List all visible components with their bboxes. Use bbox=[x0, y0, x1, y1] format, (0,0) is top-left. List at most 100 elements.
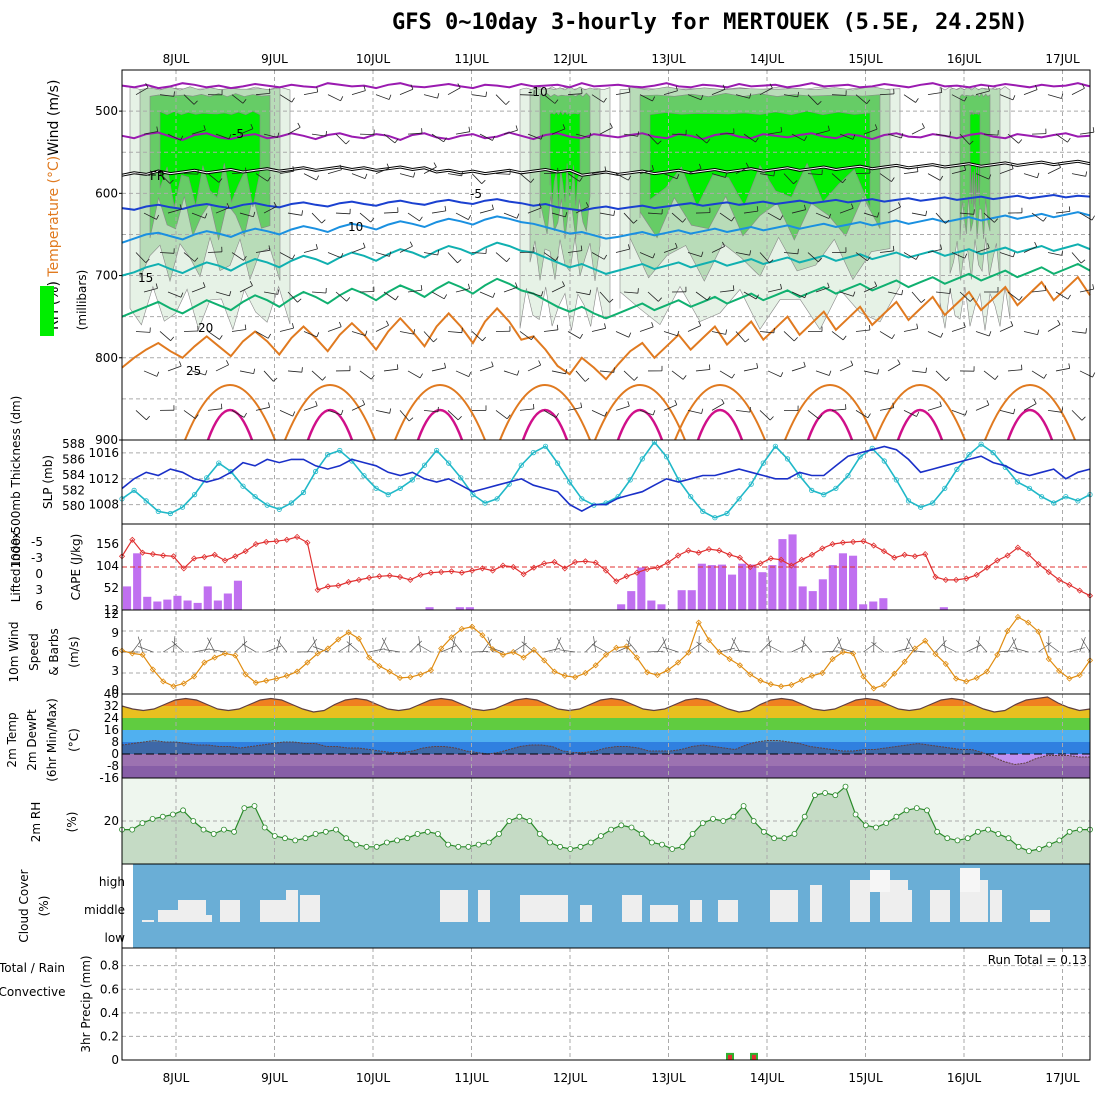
wind-barb-flag bbox=[627, 401, 630, 407]
precip-ylabel-total: Total / Rain bbox=[0, 961, 65, 975]
wind10-barb bbox=[521, 641, 535, 653]
wind-barb-flag bbox=[1092, 284, 1095, 290]
dewpoint-area bbox=[121, 739, 1091, 779]
li-point bbox=[839, 539, 846, 546]
wind-barb bbox=[759, 252, 770, 264]
wind-barb bbox=[999, 410, 1014, 415]
wind10-point bbox=[705, 637, 713, 644]
isotherm-30 bbox=[874, 384, 966, 441]
wind-barb-flag bbox=[589, 132, 592, 138]
wind-barb-flag bbox=[492, 135, 496, 141]
wind-barb-flag bbox=[1012, 95, 1016, 101]
wind-barb-flag bbox=[725, 172, 728, 178]
wind-barb bbox=[335, 291, 347, 302]
wind-barb-flag bbox=[804, 292, 808, 298]
wind-barb bbox=[711, 246, 725, 253]
rh2m-point bbox=[353, 841, 360, 848]
wind-barb bbox=[375, 324, 389, 332]
wind10-tick: 3 bbox=[111, 664, 119, 678]
cloud-block bbox=[300, 895, 320, 922]
wind10-barb bbox=[935, 640, 947, 653]
wind-barb-flag bbox=[675, 242, 678, 248]
wind-barb-flag bbox=[797, 248, 799, 254]
precip-tick: 0.4 bbox=[100, 1006, 119, 1020]
wind10-point bbox=[953, 675, 960, 682]
wind-barb bbox=[663, 173, 678, 180]
thickness-point bbox=[700, 508, 706, 514]
wind-barb-flag bbox=[945, 376, 950, 381]
wind-barb bbox=[327, 94, 341, 102]
wind-barb-flag bbox=[408, 417, 414, 422]
wind-barb bbox=[159, 173, 171, 184]
thickness-point bbox=[736, 496, 742, 502]
wind-barb-flag bbox=[652, 253, 656, 259]
wind-barb-flag bbox=[675, 85, 678, 91]
wind-barb bbox=[879, 407, 894, 411]
wind10-barb bbox=[801, 639, 813, 653]
wind-barb-flag bbox=[676, 330, 680, 336]
wind-barb bbox=[959, 291, 971, 302]
wind-barb-flag bbox=[628, 87, 631, 93]
rh2m-point bbox=[954, 837, 961, 844]
wind-barb-flag bbox=[874, 281, 878, 287]
wind-barb bbox=[567, 331, 581, 339]
wind10-barb bbox=[410, 640, 423, 653]
li-point bbox=[479, 565, 486, 572]
wind-barb-flag bbox=[755, 294, 759, 300]
wind-barb bbox=[599, 291, 610, 303]
thickness-point bbox=[784, 456, 791, 462]
temp-color-band bbox=[122, 718, 1090, 730]
wind-barb bbox=[599, 212, 614, 216]
wind10-point bbox=[438, 645, 445, 652]
rh2m-point bbox=[200, 826, 207, 833]
slp-tick: 1016 bbox=[88, 446, 119, 460]
wind-barb bbox=[359, 370, 372, 380]
wind-barb-flag bbox=[345, 140, 350, 145]
wind-barb bbox=[471, 94, 486, 97]
wind-barb bbox=[519, 173, 531, 183]
wind-barb-flag bbox=[780, 126, 783, 132]
wind-barb bbox=[567, 407, 582, 411]
wind-barb bbox=[191, 370, 206, 376]
wind-barb-flag bbox=[433, 162, 437, 168]
wind-barb bbox=[399, 410, 410, 422]
wind-barb bbox=[279, 327, 294, 332]
wind-barb bbox=[311, 212, 322, 224]
wind-barb-flag bbox=[530, 335, 535, 340]
wind10-point bbox=[541, 657, 548, 664]
wind-barb bbox=[159, 252, 175, 254]
rh2m-point bbox=[251, 803, 258, 809]
wind-barb bbox=[407, 212, 420, 222]
wind-barb bbox=[231, 252, 244, 261]
wind10-point bbox=[1045, 655, 1052, 663]
wind-barb bbox=[1079, 288, 1094, 293]
wind-barb bbox=[623, 212, 634, 224]
wind-barb-flag bbox=[243, 255, 247, 261]
cloud-block bbox=[930, 890, 950, 922]
wind-barb bbox=[711, 89, 726, 96]
wind-barb bbox=[951, 252, 965, 259]
wind-barb-flag bbox=[250, 123, 254, 129]
thickness-tick: 584 bbox=[62, 468, 85, 482]
wind10-barb bbox=[235, 640, 248, 653]
rh2m-point bbox=[659, 841, 665, 848]
wind10-point bbox=[551, 668, 558, 675]
wind-barb-flag bbox=[268, 245, 271, 251]
wind-barb-flag bbox=[628, 175, 632, 181]
wind-barb bbox=[1023, 403, 1037, 411]
wind-barb bbox=[1031, 290, 1046, 293]
precip-ylabel: 3hr Precip (mm) bbox=[79, 955, 93, 1052]
cape-bar bbox=[828, 565, 837, 610]
wind-barb-flag bbox=[940, 244, 942, 250]
wind10-barb bbox=[942, 636, 947, 653]
wind-barb bbox=[671, 133, 687, 136]
wind-barb-flag bbox=[804, 204, 806, 210]
rh2m-point bbox=[985, 826, 991, 833]
wind-barb-flag bbox=[179, 204, 182, 210]
wind-barb-flag bbox=[149, 170, 151, 176]
wind-barb-flag bbox=[538, 360, 542, 366]
thickness-point bbox=[893, 477, 900, 483]
wind10-barb bbox=[338, 643, 352, 653]
wind10-point bbox=[901, 658, 908, 665]
